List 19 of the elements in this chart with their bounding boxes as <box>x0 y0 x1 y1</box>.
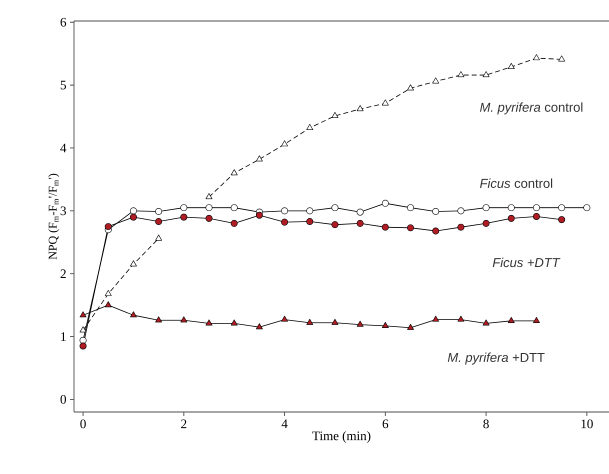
x-axis-title: Time (min) <box>312 431 370 443</box>
text: M. pyrifera +DTT <box>448 352 545 365</box>
y-tick-label: 1 <box>61 332 66 341</box>
y-tick-label: 0 <box>60 395 66 404</box>
text: Ficus +DTT <box>492 258 560 268</box>
x-tick-label: 2 <box>181 420 186 428</box>
series-label: M. pyrifera control <box>480 102 582 114</box>
x-tick-label: 8 <box>483 420 489 428</box>
y-tick-label: 6 <box>60 18 66 27</box>
y-axis-title: NPQ (F$_{m}$-F$_{m}$'/F$_{m}$') <box>48 174 60 260</box>
series-label: Ficus control <box>480 178 552 188</box>
x-tick-label: 0 <box>80 420 86 428</box>
y-tick-label: 2 <box>60 269 66 278</box>
y-tick-label: 3 <box>60 206 66 216</box>
y-tick-label: 5 <box>60 80 66 90</box>
y-tick-label: 4 <box>60 144 66 152</box>
x-tick-label: 6 <box>382 420 388 428</box>
x-tick-label: 10 <box>582 420 593 428</box>
x-tick-label: 4 <box>282 420 288 428</box>
